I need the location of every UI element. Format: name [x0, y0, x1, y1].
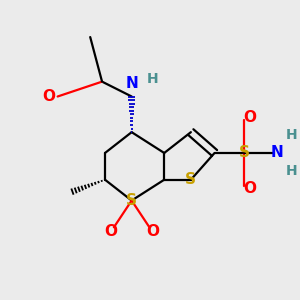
Text: S: S: [239, 146, 250, 160]
Text: S: S: [185, 172, 197, 187]
Text: O: O: [146, 224, 159, 239]
Text: N: N: [125, 76, 138, 91]
Text: H: H: [286, 164, 297, 178]
Text: S: S: [126, 193, 137, 208]
Text: N: N: [270, 146, 283, 160]
Text: H: H: [147, 72, 158, 86]
Text: O: O: [244, 181, 256, 196]
Text: H: H: [286, 128, 297, 142]
Text: O: O: [244, 110, 256, 125]
Text: O: O: [42, 89, 55, 104]
Text: O: O: [104, 224, 117, 239]
